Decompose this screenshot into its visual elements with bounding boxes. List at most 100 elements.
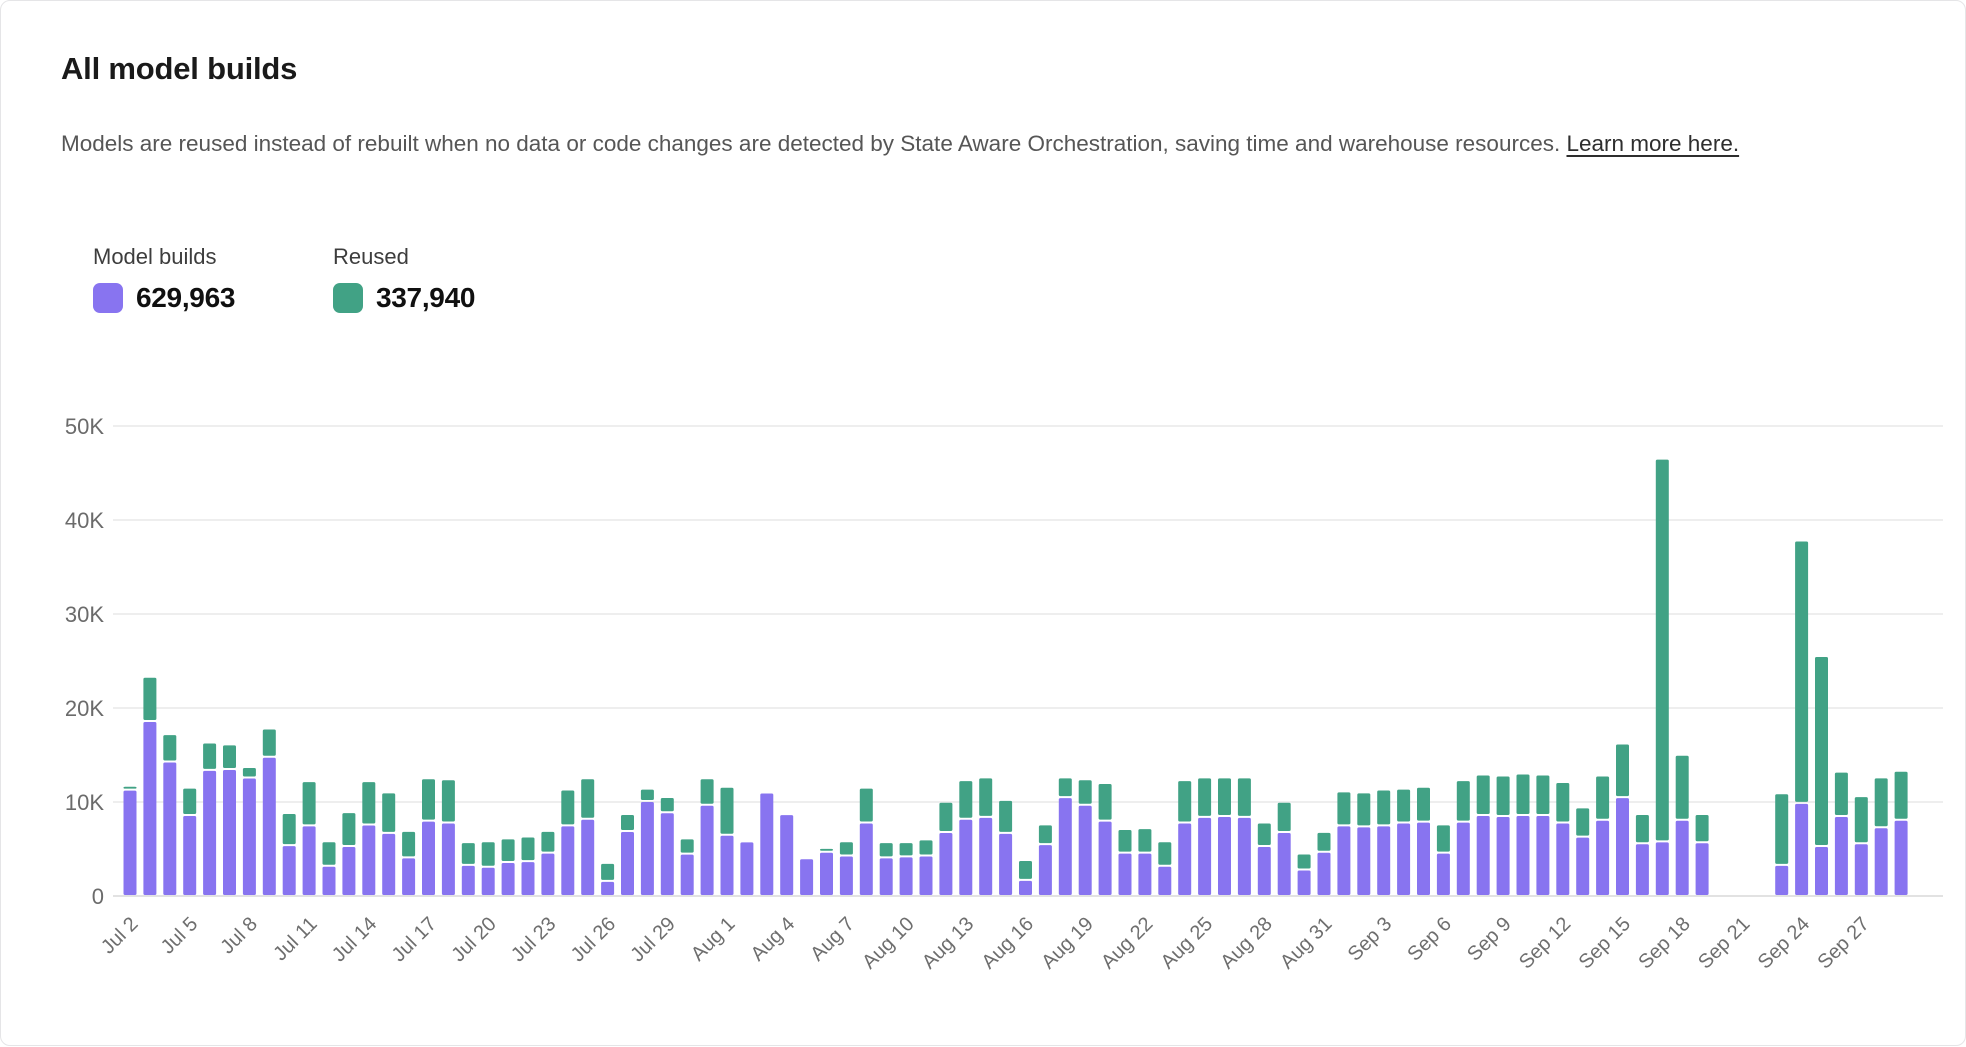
bar-segment-model-builds[interactable] (1775, 865, 1789, 895)
bar-segment-reused[interactable] (1337, 792, 1351, 825)
bar-segment-model-builds[interactable] (1198, 817, 1212, 895)
bar-segment-reused[interactable] (680, 839, 694, 853)
bar-segment-model-builds[interactable] (1257, 847, 1271, 895)
bar-segment-reused[interactable] (1476, 775, 1490, 815)
bar-segment-reused[interactable] (282, 814, 296, 845)
bar-segment-reused[interactable] (1078, 780, 1092, 804)
bar-segment-model-builds[interactable] (1516, 816, 1530, 895)
bar-segment-reused[interactable] (640, 789, 654, 800)
bar-segment-reused[interactable] (1894, 771, 1908, 819)
bar-segment-model-builds[interactable] (1019, 880, 1032, 895)
bar-segment-model-builds[interactable] (601, 881, 615, 895)
bar-segment-model-builds[interactable] (959, 819, 973, 895)
bar-segment-model-builds[interactable] (1337, 826, 1351, 895)
bar-segment-model-builds[interactable] (501, 863, 515, 895)
bar-segment-model-builds[interactable] (1078, 805, 1092, 895)
bar-segment-reused[interactable] (1198, 778, 1212, 816)
bar-segment-reused[interactable] (481, 842, 495, 866)
bar-segment-model-builds[interactable] (1377, 826, 1391, 895)
bar-segment-model-builds[interactable] (660, 813, 674, 895)
bar-segment-reused[interactable] (1317, 832, 1331, 851)
bar-segment-model-builds[interactable] (939, 832, 953, 895)
bar-segment-reused[interactable] (1854, 797, 1868, 843)
bar-segment-reused[interactable] (1815, 657, 1828, 846)
bar-segment-reused[interactable] (262, 729, 276, 756)
bar-segment-reused[interactable] (1138, 829, 1152, 852)
bar-segment-model-builds[interactable] (1058, 798, 1072, 895)
bar-segment-model-builds[interactable] (541, 853, 555, 895)
bar-segment-reused[interactable] (1058, 778, 1072, 797)
bar-segment-model-builds[interactable] (1576, 837, 1590, 895)
bar-segment-reused[interactable] (1635, 814, 1649, 843)
bar-segment-model-builds[interactable] (242, 778, 256, 895)
bar-segment-reused[interactable] (1616, 744, 1629, 797)
bar-segment-model-builds[interactable] (919, 856, 933, 895)
bar-segment-reused[interactable] (720, 787, 734, 834)
bar-segment-model-builds[interactable] (1894, 820, 1908, 895)
bar-segment-reused[interactable] (959, 781, 973, 818)
bar-segment-model-builds[interactable] (1874, 828, 1888, 895)
bar-segment-reused[interactable] (382, 793, 396, 832)
bar-segment-reused[interactable] (1377, 790, 1391, 825)
bar-segment-model-builds[interactable] (143, 722, 157, 895)
bar-segment-reused[interactable] (1536, 775, 1550, 815)
bar-segment-reused[interactable] (123, 786, 137, 789)
bar-segment-model-builds[interactable] (1635, 844, 1649, 895)
bar-segment-reused[interactable] (1237, 778, 1251, 816)
bar-segment-reused[interactable] (1655, 459, 1669, 841)
bar-segment-model-builds[interactable] (640, 801, 654, 895)
bar-segment-model-builds[interactable] (1436, 853, 1450, 895)
bar-segment-model-builds[interactable] (899, 857, 913, 895)
bar-segment-model-builds[interactable] (1596, 820, 1610, 895)
bar-segment-model-builds[interactable] (123, 790, 137, 895)
bar-segment-model-builds[interactable] (1417, 822, 1430, 895)
bar-segment-model-builds[interactable] (1795, 803, 1809, 895)
bar-segment-model-builds[interactable] (1178, 823, 1192, 895)
bar-segment-model-builds[interactable] (1695, 843, 1709, 895)
bar-segment-reused[interactable] (322, 842, 336, 865)
bar-segment-reused[interactable] (820, 848, 833, 851)
bar-segment-reused[interactable] (183, 788, 197, 815)
bar-segment-model-builds[interactable] (1815, 847, 1828, 895)
bar-segment-reused[interactable] (1297, 854, 1311, 869)
bar-segment-model-builds[interactable] (282, 846, 296, 895)
bar-segment-reused[interactable] (302, 782, 316, 825)
bar-segment-reused[interactable] (541, 831, 555, 852)
bar-segment-model-builds[interactable] (999, 833, 1013, 895)
bar-segment-model-builds[interactable] (720, 835, 734, 895)
bar-segment-reused[interactable] (859, 788, 873, 822)
bar-segment-reused[interactable] (362, 782, 376, 824)
bar-segment-model-builds[interactable] (760, 793, 774, 895)
bar-segment-reused[interactable] (203, 743, 217, 769)
bar-segment-model-builds[interactable] (879, 858, 893, 895)
bar-segment-reused[interactable] (1874, 778, 1888, 827)
bar-segment-model-builds[interactable] (302, 826, 316, 895)
bar-segment-model-builds[interactable] (1297, 870, 1311, 895)
bar-segment-model-builds[interactable] (322, 866, 336, 895)
bar-segment-model-builds[interactable] (1038, 845, 1052, 895)
bar-segment-model-builds[interactable] (1536, 816, 1550, 895)
bar-segment-model-builds[interactable] (183, 816, 197, 895)
bar-segment-model-builds[interactable] (820, 852, 833, 895)
bar-segment-model-builds[interactable] (839, 856, 853, 895)
bar-segment-reused[interactable] (1795, 541, 1809, 802)
bar-segment-reused[interactable] (660, 798, 674, 812)
bar-segment-reused[interactable] (461, 843, 475, 864)
bar-segment-reused[interactable] (561, 790, 575, 825)
bar-segment-model-builds[interactable] (1496, 816, 1510, 895)
bar-segment-reused[interactable] (242, 767, 256, 777)
bar-segment-reused[interactable] (1576, 808, 1590, 836)
bar-segment-model-builds[interactable] (1854, 844, 1868, 895)
bar-segment-model-builds[interactable] (1317, 852, 1331, 895)
bar-segment-model-builds[interactable] (521, 862, 535, 895)
bar-segment-model-builds[interactable] (422, 821, 435, 895)
bar-segment-reused[interactable] (1019, 861, 1032, 879)
bar-segment-model-builds[interactable] (223, 769, 236, 895)
bar-segment-reused[interactable] (143, 677, 157, 721)
bar-segment-reused[interactable] (581, 779, 595, 818)
bar-segment-model-builds[interactable] (561, 826, 575, 895)
bar-segment-reused[interactable] (1456, 781, 1470, 821)
bar-segment-model-builds[interactable] (680, 854, 694, 895)
bar-segment-model-builds[interactable] (740, 842, 754, 895)
bar-segment-model-builds[interactable] (1218, 816, 1231, 895)
